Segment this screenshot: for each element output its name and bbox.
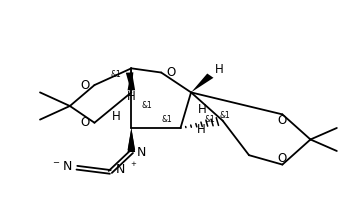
Text: H: H xyxy=(215,63,223,76)
Text: N: N xyxy=(137,145,147,159)
Text: O: O xyxy=(278,152,287,165)
Polygon shape xyxy=(127,128,135,152)
Text: N: N xyxy=(62,160,72,173)
Polygon shape xyxy=(126,72,133,92)
Text: &1: &1 xyxy=(110,70,121,79)
Text: O: O xyxy=(166,66,176,79)
Text: O: O xyxy=(80,79,89,92)
Text: N: N xyxy=(115,163,125,176)
Polygon shape xyxy=(127,68,135,90)
Text: H: H xyxy=(196,123,205,135)
Text: H: H xyxy=(112,110,121,123)
Text: H: H xyxy=(127,90,136,103)
Text: −: − xyxy=(52,158,59,167)
Text: H: H xyxy=(198,103,207,116)
Polygon shape xyxy=(127,128,135,150)
Text: &1: &1 xyxy=(161,115,172,124)
Text: O: O xyxy=(80,116,89,129)
Text: &1: &1 xyxy=(219,111,230,120)
Text: &1: &1 xyxy=(205,115,216,124)
Text: +: + xyxy=(130,160,136,167)
Text: &1: &1 xyxy=(142,102,153,110)
Polygon shape xyxy=(191,74,213,92)
Text: O: O xyxy=(278,114,287,127)
